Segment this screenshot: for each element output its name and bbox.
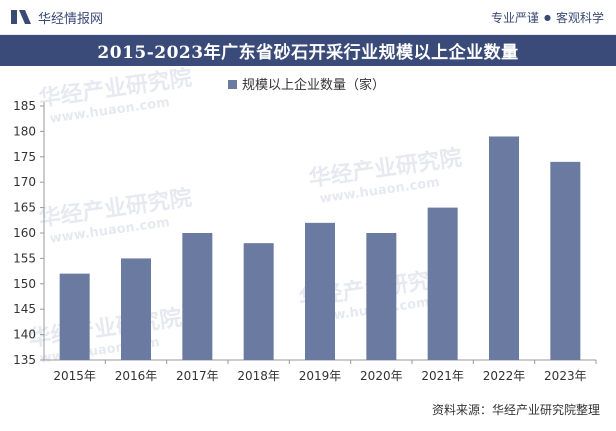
y-tick-label: 185 [13,99,36,113]
separator-dot-icon: ● [544,12,551,22]
bar [366,233,397,360]
bars: 2015年 2016年 2017年 2018年 2019年 2020年 2021年 2022年… [53,136,597,383]
legend-swatch [228,80,237,89]
y-tick-label: 170 [13,175,36,189]
x-tick-label: 2020年 [360,369,403,383]
x-tick-label: 2022年 [483,369,526,383]
chart: 华经产业研究院 www.huaon.com 华经产业研究院 www.huaon.com… [0,65,616,427]
y-tick-label: 150 [13,277,36,291]
y-tick-label: 180 [13,124,36,138]
y-tick-label: 175 [13,150,36,164]
logo-icon [11,10,31,24]
y-tick-label: 135 [13,353,36,367]
bar [182,233,213,360]
x-tick-label: 2019年 [299,369,342,383]
legend: 规模以上企业数量（家） [228,77,385,93]
bar [59,273,90,360]
chart-title: 2015-2023年广东省砂石开采行业规模以上企业数量 [0,35,616,66]
slogan: 专业严谨 ● 客观科学 [491,9,604,26]
bar [305,222,335,360]
axes: 135 140 145 150 155 160 165 170 175 180 185 [13,99,596,367]
x-tick-label: 2023年 [544,369,587,383]
top-bar: 华经情报网 专业严谨 ● 客观科学 [0,0,616,35]
brand-name: 华经情报网 [38,11,104,27]
bar [427,207,458,360]
chart-svg: 华经产业研究院www.huaon.com华经产业研究院www.huaon.com… [13,65,600,417]
bar [550,161,581,360]
x-tick-label: 2021年 [421,369,464,383]
y-tick-label: 145 [13,302,36,316]
y-tick-label: 165 [13,201,36,215]
bar [243,243,274,360]
slogan-part-1: 专业严谨 [490,10,539,25]
source-note: 资料来源：华经产业研究院整理 [432,402,600,417]
bar [121,258,151,360]
brand: 华经情报网 [10,7,103,27]
slogan-part-2: 客观科学 [555,10,604,25]
y-tick-label: 140 [13,328,36,342]
x-tick-label: 2017年 [176,369,219,383]
bar [489,136,519,360]
y-tick-label: 160 [13,226,36,240]
x-tick-label: 2018年 [237,369,280,383]
legend-label: 规模以上企业数量（家） [242,77,385,93]
y-tick-label: 155 [13,251,36,265]
x-tick-label: 2015年 [53,369,96,383]
x-tick-label: 2016年 [115,369,158,383]
